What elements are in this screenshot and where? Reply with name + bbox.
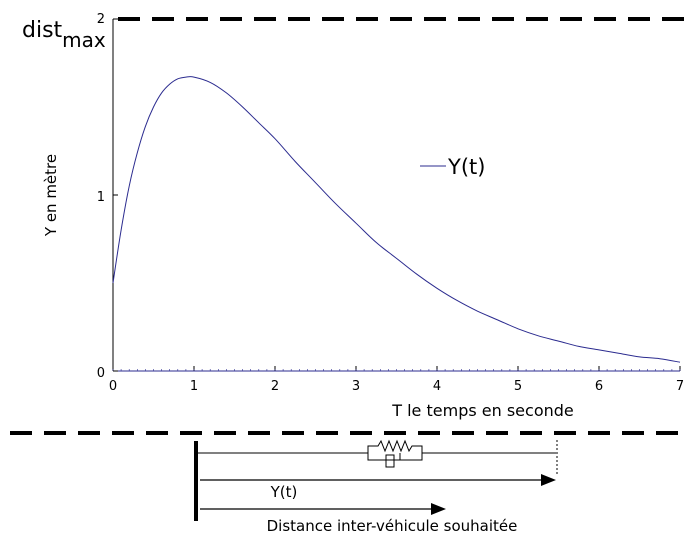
series-line-y-t	[112, 76, 681, 363]
y-tick-label: 1	[97, 190, 105, 205]
dist-max-label: distmax	[22, 18, 106, 52]
y-t-label: Y(t)	[270, 483, 298, 501]
distance-label: Distance inter-véhicule souhaitée	[267, 517, 518, 535]
y-axis-label: Y en mètre	[42, 154, 60, 237]
x-tick-label: 6	[595, 379, 603, 394]
x-axis-label: T le temps en seconde	[391, 401, 574, 420]
damper-icon	[367, 453, 423, 468]
y-tick-label: 2	[97, 12, 105, 27]
x-ticks: 0 1 2 3 4 5 6 7	[109, 366, 684, 394]
legend-label: Y(t)	[447, 155, 485, 179]
x-tick-label: 1	[190, 379, 198, 394]
y-t-arrowhead-icon	[541, 474, 556, 486]
spring-icon	[362, 439, 428, 454]
vehicle-diagram: Y(t) Distance inter-véhicule souhaitée	[194, 439, 558, 535]
y-ticks: 0 1 2	[97, 12, 118, 381]
x-tick-label: 5	[514, 379, 522, 394]
y-tick-label: 0	[97, 366, 105, 381]
x-tick-label: 3	[352, 379, 360, 394]
x-tick-label: 4	[433, 379, 441, 394]
x-tick-label: 0	[109, 379, 117, 394]
distance-arrowhead-icon	[431, 503, 446, 515]
x-tick-label: 7	[676, 379, 684, 394]
x-tick-label: 2	[271, 379, 279, 394]
legend: Y(t)	[420, 155, 485, 179]
axes	[112, 19, 680, 372]
